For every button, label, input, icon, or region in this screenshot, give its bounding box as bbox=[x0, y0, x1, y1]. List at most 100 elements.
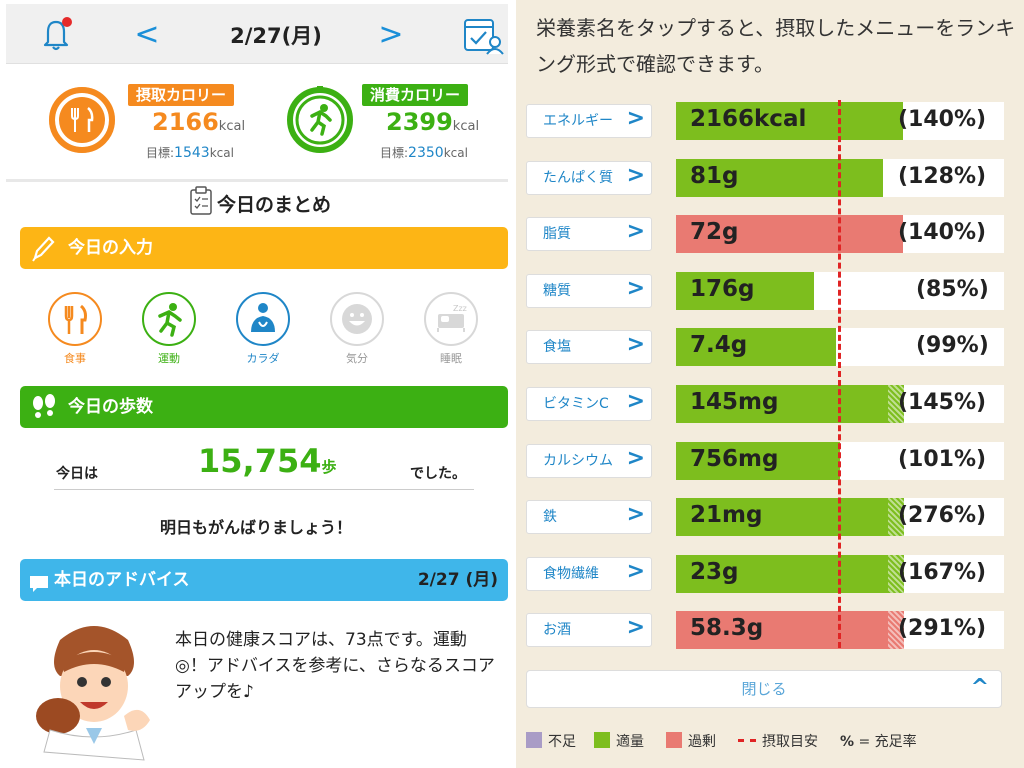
nutrient-percent: (101%) bbox=[898, 446, 987, 472]
nutrient-button[interactable]: 脂質 > bbox=[526, 217, 652, 252]
cheer-message: 明日もがんばりましょう！ bbox=[159, 518, 352, 537]
clipboard-icon bbox=[189, 186, 213, 221]
legend-adequate-swatch bbox=[594, 732, 610, 748]
nutrient-name: エネルギー bbox=[543, 113, 613, 129]
nutrient-value: 7.4g bbox=[690, 332, 748, 359]
nutrient-bar bbox=[676, 385, 904, 423]
nutrient-name: お酒 bbox=[543, 622, 571, 639]
runner-icon bbox=[144, 303, 194, 348]
nutrient-bar bbox=[676, 271, 814, 310]
steps-section-bar: 今日の歩数 bbox=[20, 386, 508, 428]
sleep-input-button[interactable]: Zzz bbox=[424, 292, 478, 346]
nutrient-bar bbox=[676, 441, 840, 480]
steps-prefix: 今日は bbox=[56, 466, 98, 482]
nutrient-button[interactable]: ビタミンC > bbox=[526, 387, 652, 421]
intake-calorie-tag: 摂取カロリー bbox=[128, 84, 235, 106]
nutrient-percent: (276%) bbox=[898, 503, 987, 529]
legend-lack-swatch bbox=[526, 732, 542, 748]
nutrient-bar bbox=[676, 554, 904, 593]
nutrient-button[interactable]: 食塩 > bbox=[526, 330, 652, 365]
legend-excess-swatch bbox=[666, 732, 682, 748]
nutrient-name: カルシウム bbox=[543, 452, 613, 469]
body-input-button[interactable] bbox=[236, 292, 290, 346]
svg-text:Zzz: Zzz bbox=[453, 304, 467, 313]
nutrient-value: 176g bbox=[690, 275, 755, 302]
nutrient-overflow-hatch bbox=[888, 611, 904, 650]
intake-calorie-value: 2166kcal bbox=[152, 108, 246, 136]
nutrient-bar-track: 21mg (276%) bbox=[676, 498, 1004, 537]
nutrient-bar bbox=[676, 158, 884, 197]
intake-calorie-goal: 目標:1543kcal bbox=[146, 145, 234, 161]
mood-input-button[interactable] bbox=[330, 292, 384, 346]
nutrient-name: たんぱく質 bbox=[543, 169, 613, 186]
nutrient-percent: (140%) bbox=[898, 220, 987, 246]
body-label: カラダ bbox=[246, 352, 280, 365]
advice-date: 2/27 (月) bbox=[417, 570, 498, 590]
nutrient-bar bbox=[676, 102, 903, 140]
nutrient-percent: (85%) bbox=[916, 276, 989, 302]
calorie-summary: 摂取カロリー 2166kcal 目標:1543kcal 消費カロリー 2399k… bbox=[6, 64, 508, 182]
nutrient-percent: (167%) bbox=[898, 559, 987, 585]
nutrient-overflow-hatch bbox=[888, 554, 904, 593]
advice-text: 本日の健康スコアは、73点です。運動◎！アドバイスを参考に、さらなるスコアアップ… bbox=[175, 630, 495, 702]
nutrient-value: 756mg bbox=[690, 445, 779, 472]
nutrient-name: ビタミンC bbox=[543, 396, 609, 412]
legend-excess: 過剰 bbox=[666, 731, 716, 751]
exercise-input-button[interactable] bbox=[142, 292, 196, 346]
legend-pct: % = 充足率 bbox=[840, 734, 917, 750]
meal-input-button[interactable] bbox=[48, 292, 102, 346]
current-date: 2/27(月) bbox=[230, 24, 322, 48]
mood-label: 気分 bbox=[346, 352, 368, 365]
exercise-label: 運動 bbox=[158, 352, 180, 365]
chevron-right-icon: > bbox=[626, 389, 645, 414]
nutrient-value: 2166kcal bbox=[690, 106, 807, 132]
nutrient-name: 糖質 bbox=[543, 282, 571, 299]
nutrient-name: 食物繊維 bbox=[543, 565, 599, 582]
nutrient-overflow-hatch bbox=[888, 498, 904, 537]
prev-day-button[interactable]: < bbox=[134, 17, 160, 52]
chevron-right-icon: > bbox=[626, 275, 645, 301]
nutrient-button[interactable]: 食物繊維 > bbox=[526, 556, 652, 591]
nutrient-bar bbox=[676, 328, 837, 367]
chevron-right-icon: > bbox=[626, 615, 645, 641]
nutrient-value: 72g bbox=[690, 219, 739, 246]
advice-section-bar: 本日のアドバイス 2/27 (月) bbox=[20, 559, 508, 601]
footprints-icon bbox=[30, 394, 58, 436]
close-button[interactable]: 閉じる ^ bbox=[526, 670, 1002, 708]
nutrient-name: 鉄 bbox=[543, 509, 557, 526]
notification-bell-icon[interactable] bbox=[36, 14, 76, 54]
nutrient-bar bbox=[676, 215, 903, 254]
nutrient-value: 21mg bbox=[690, 502, 763, 529]
nutrient-button[interactable]: エネルギー > bbox=[526, 104, 652, 138]
calendar-user-icon[interactable] bbox=[461, 16, 505, 56]
next-day-button[interactable]: > bbox=[378, 17, 404, 52]
intake-calorie-ring[interactable] bbox=[48, 86, 116, 154]
nutrient-button[interactable]: カルシウム > bbox=[526, 443, 652, 478]
nutrient-button[interactable]: 鉄 > bbox=[526, 500, 652, 535]
nutrient-percent: (99%) bbox=[916, 333, 989, 359]
body-icon bbox=[238, 303, 288, 348]
left-panel: < 2/27(月) > 摂取カロリー 2166kcal 目標 bbox=[6, 4, 508, 761]
nutrient-percent: (291%) bbox=[898, 616, 987, 642]
chevron-right-icon: > bbox=[626, 332, 645, 358]
nutrient-bar bbox=[676, 611, 904, 650]
legend-adequate: 適量 bbox=[594, 731, 644, 751]
chevron-up-icon: ^ bbox=[970, 675, 989, 700]
nutrient-value: 145mg bbox=[690, 389, 779, 415]
steps-suffix: でした。 bbox=[410, 466, 466, 482]
steps-divider bbox=[54, 489, 474, 490]
legend-target-line bbox=[738, 739, 756, 742]
burn-calorie-goal: 目標:2350kcal bbox=[380, 145, 468, 161]
nutrient-percent: (145%) bbox=[898, 390, 987, 415]
nutrient-button[interactable]: お酒 > bbox=[526, 613, 652, 648]
chevron-right-icon: > bbox=[626, 219, 645, 245]
nutrition-panel: 栄養素名をタップすると、摂取したメニューをランキング形式で確認できます。 エネル… bbox=[516, 0, 1024, 768]
nutrient-value: 58.3g bbox=[690, 615, 764, 642]
nutrient-button[interactable]: たんぱく質 > bbox=[526, 160, 652, 195]
burn-calorie-ring[interactable] bbox=[286, 86, 354, 154]
fork-knife-icon bbox=[50, 304, 100, 348]
nutrient-button[interactable]: 糖質 > bbox=[526, 273, 652, 308]
chevron-right-icon: > bbox=[626, 502, 645, 528]
burn-calorie-value: 2399kcal bbox=[386, 108, 480, 136]
steps-value: 15,754歩 bbox=[198, 442, 337, 480]
